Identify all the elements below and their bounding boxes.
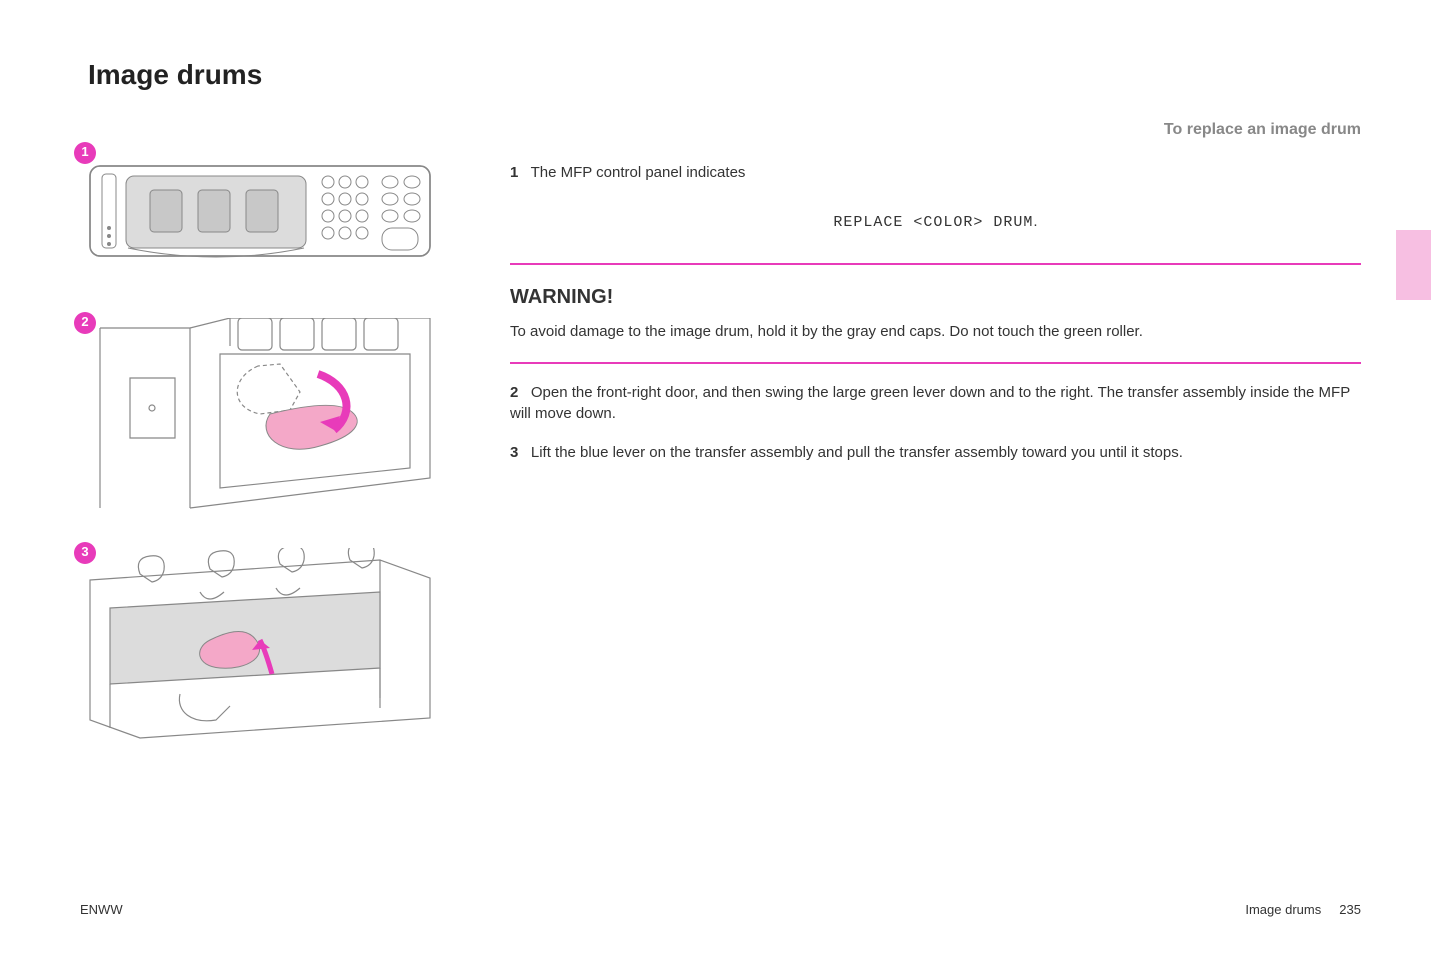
text-column: 1 The MFP control panel indicates REPLAC… [510,148,1361,778]
step-1-bold-number: 1 [510,164,518,181]
step-1-text: 1 The MFP control panel indicates [510,162,1361,183]
step-2-body: Open the front-right door, and then swin… [510,384,1350,422]
step-1-suffix: . [1033,213,1037,230]
illustrations-column: 1 [80,148,470,778]
page-footer: ENWW Image drums 235 [80,901,1361,919]
step-3-bold-number: 3 [510,444,518,461]
manual-page: Image drums To replace an image drum 1 [0,0,1431,954]
warning-block: WARNING! To avoid damage to the image dr… [510,283,1361,342]
footer-page-number: 235 [1339,902,1361,917]
warning-label: WARNING! [510,283,1361,311]
step-3-text: 3 Lift the blue lever on the transfer as… [510,442,1361,463]
step-2-text: 2 Open the front-right door, and then sw… [510,382,1361,424]
section-subtitle: To replace an image drum [80,119,1361,141]
step-number-badge: 3 [74,542,96,564]
warning-text: To avoid damage to the image drum, hold … [510,321,1361,342]
page-title: Image drums [88,55,1361,94]
step-2-figure: 2 [80,318,470,518]
divider-bottom [510,362,1361,364]
footer-section: Image drums [1245,902,1321,917]
lcd-message: REPLACE <COLOR> DRUM [833,214,1033,231]
transfer-assembly-illustration [80,548,440,748]
step-3-figure: 3 [80,548,470,748]
step-1-lcd-line: REPLACE <COLOR> DRUM. [510,211,1361,233]
swing-lever-illustration [80,318,440,518]
divider-top [510,263,1361,265]
step-number-badge: 2 [74,312,96,334]
control-panel-illustration [80,148,440,288]
step-number-badge: 1 [74,142,96,164]
step-1-figure: 1 [80,148,470,288]
step-3-body: Lift the blue lever on the transfer asse… [531,444,1183,461]
footer-code: ENWW [80,901,123,919]
step-2-bold-number: 2 [510,384,518,401]
step-1-prefix: The MFP control panel indicates [531,164,746,181]
